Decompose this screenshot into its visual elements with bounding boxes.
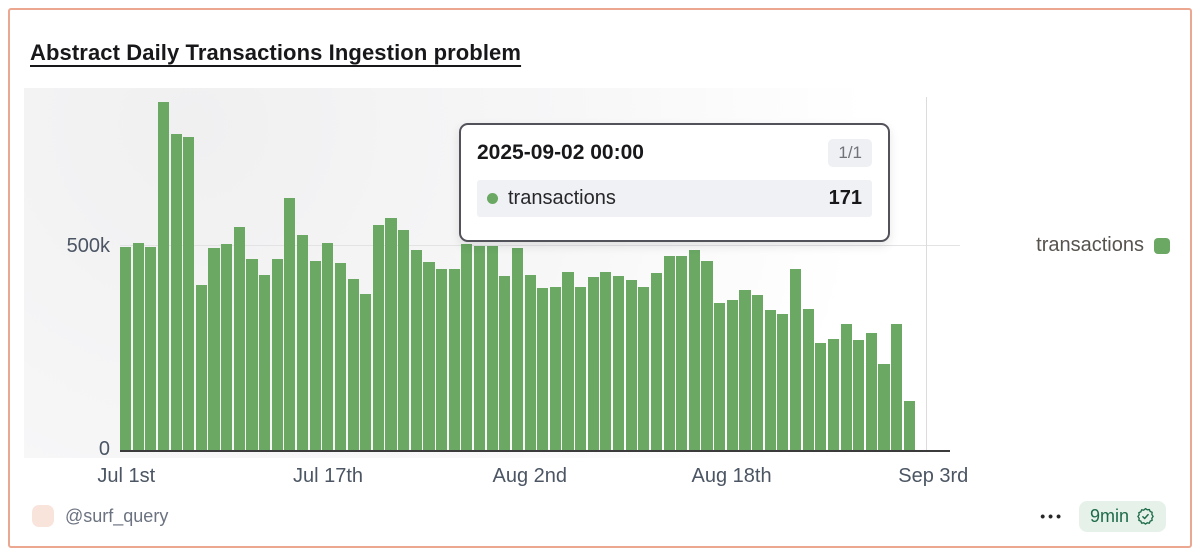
card-footer: @surf_query ••• 9min — [32, 500, 1166, 532]
author-avatar[interactable] — [32, 505, 54, 527]
bar[interactable] — [802, 309, 814, 451]
refresh-time-label: 9min — [1089, 505, 1129, 526]
bar[interactable] — [398, 230, 410, 451]
bar[interactable] — [752, 294, 764, 451]
bar[interactable] — [170, 134, 182, 451]
bar[interactable] — [777, 313, 789, 451]
bar[interactable] — [145, 247, 157, 451]
bar[interactable] — [562, 272, 574, 451]
bar[interactable] — [815, 342, 827, 451]
author-handle[interactable]: @surf_query — [65, 505, 169, 526]
bar[interactable] — [739, 289, 751, 451]
bar[interactable] — [322, 243, 334, 451]
bar[interactable] — [878, 363, 890, 451]
bar[interactable] — [221, 243, 233, 451]
card-title[interactable]: Abstract Daily Transactions Ingestion pr… — [30, 40, 522, 65]
tooltip-header: 2025-09-02 00:00 1/1 — [477, 139, 872, 167]
bar[interactable] — [891, 323, 903, 451]
bar[interactable] — [208, 248, 220, 451]
tooltip-series-label: transactions — [508, 187, 616, 209]
bar[interactable] — [789, 268, 802, 451]
bar[interactable] — [612, 275, 625, 451]
bar[interactable] — [764, 310, 776, 451]
bar[interactable] — [625, 280, 637, 451]
bar[interactable] — [499, 275, 511, 451]
bars — [120, 97, 928, 451]
gridline-500k — [120, 245, 960, 246]
bar[interactable] — [132, 243, 144, 451]
bar[interactable] — [511, 248, 523, 451]
bar[interactable] — [726, 300, 738, 451]
tooltip: 2025-09-02 00:00 1/1 transactions 171 — [459, 123, 890, 242]
more-menu-icon[interactable]: ••• — [1040, 508, 1064, 524]
bar[interactable] — [688, 250, 700, 451]
bar[interactable] — [410, 250, 422, 451]
x-axis-ticks: Jul 1st Jul 17th Aug 2nd Aug 18th Sep 3rd — [97, 465, 968, 493]
legend-swatch-icon — [1154, 237, 1170, 254]
chart-card: Abstract Daily Transactions Ingestion pr… — [8, 8, 1192, 548]
hover-guide-line — [926, 97, 927, 451]
bar[interactable] — [271, 258, 283, 451]
x-tick-label: Jul 17th — [293, 465, 364, 487]
tooltip-date: 2025-09-02 00:00 — [477, 141, 644, 164]
chart-area: 500k 0 Jul 1st Jul 17th Aug 2nd Aug 18th Sep… — [10, 10, 1194, 550]
bar[interactable] — [157, 102, 170, 451]
bar[interactable] — [549, 287, 561, 451]
bar[interactable] — [385, 217, 397, 451]
bar[interactable] — [903, 401, 915, 451]
bar[interactable] — [120, 247, 132, 451]
bar[interactable] — [663, 256, 675, 451]
bar[interactable] — [701, 260, 713, 451]
bar[interactable] — [537, 288, 549, 451]
bar[interactable] — [853, 340, 865, 451]
bar[interactable] — [259, 274, 271, 451]
bar[interactable] — [486, 246, 498, 451]
tooltip-series-row: transactions 171 — [477, 180, 872, 217]
tooltip-value: 171 — [828, 187, 862, 209]
bar[interactable] — [436, 268, 448, 451]
bar[interactable] — [448, 268, 460, 451]
x-tick-label: Sep 3rd — [898, 465, 969, 487]
bar[interactable] — [600, 271, 612, 451]
x-tick-label: Aug 2nd — [492, 465, 568, 487]
refresh-status-badge[interactable]: 9min — [1078, 500, 1166, 532]
bar[interactable] — [284, 197, 296, 451]
verified-seal-icon — [1137, 507, 1154, 525]
bar[interactable] — [360, 293, 372, 451]
x-tick-label: Jul 1st — [97, 465, 156, 487]
bar[interactable] — [195, 284, 207, 451]
bar[interactable] — [347, 278, 359, 451]
footer-actions: ••• 9min — [1040, 500, 1166, 532]
legend-label: transactions — [1036, 234, 1144, 256]
bar[interactable] — [473, 246, 486, 451]
bar[interactable] — [246, 258, 258, 451]
bar[interactable] — [296, 234, 309, 451]
bar[interactable] — [865, 333, 877, 451]
y-tick-500k: 500k — [66, 235, 110, 257]
bar[interactable] — [309, 260, 321, 451]
bar[interactable] — [372, 224, 384, 451]
bar[interactable] — [714, 303, 726, 451]
bar[interactable] — [587, 277, 599, 451]
bar[interactable] — [575, 286, 587, 451]
bar[interactable] — [524, 274, 536, 451]
bar[interactable] — [638, 287, 650, 451]
bar[interactable] — [334, 263, 347, 451]
legend[interactable]: transactions — [1036, 234, 1170, 257]
tooltip-page-badge: 1/1 — [828, 139, 872, 167]
bar[interactable] — [233, 227, 245, 451]
bar[interactable] — [650, 273, 663, 451]
bar[interactable] — [423, 262, 435, 451]
bar[interactable] — [183, 136, 195, 451]
x-tick-label: Aug 18th — [691, 465, 772, 487]
bar[interactable] — [461, 243, 473, 451]
y-tick-0: 0 — [98, 438, 110, 460]
series-dot-icon — [487, 193, 498, 204]
bar[interactable] — [676, 256, 688, 451]
bar[interactable] — [827, 338, 840, 451]
x-axis-line — [120, 450, 950, 452]
bar[interactable] — [840, 323, 852, 451]
